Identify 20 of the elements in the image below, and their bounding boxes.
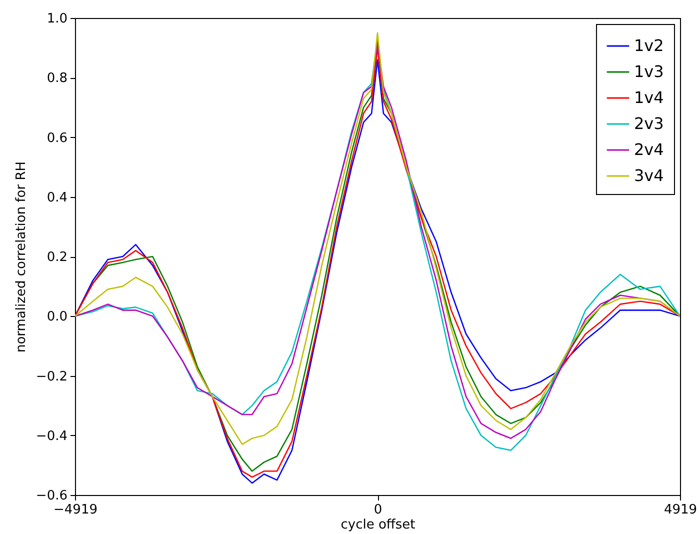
y-tick-label: 0.8 [46,71,68,86]
y-tick-label: −0.2 [36,369,68,384]
legend-label: 1v4 [634,88,664,107]
x-axis-title: cycle offset [340,518,416,532]
y-axis-title: normalized correlation for RH [14,161,29,353]
legend-label: 3v4 [634,166,664,185]
legend-label: 2v4 [634,140,664,159]
legend-label: 1v3 [634,62,664,81]
x-tick-label: 4919 [664,502,698,518]
y-tick-label: 0.4 [46,190,68,206]
x-tick-label: −4919 [54,502,98,518]
legend-label: 2v3 [634,114,664,133]
y-tick-label: −0.6 [36,488,68,504]
x-tick-label: 0 [374,502,382,518]
y-tick-label: 0.2 [46,250,68,265]
y-tick-label: 1.0 [46,12,68,26]
y-tick-label: −0.4 [36,428,68,444]
y-tick-label: 0.0 [46,310,68,325]
y-tick-label: 0.6 [46,130,68,146]
legend-label: 1v2 [634,36,664,55]
